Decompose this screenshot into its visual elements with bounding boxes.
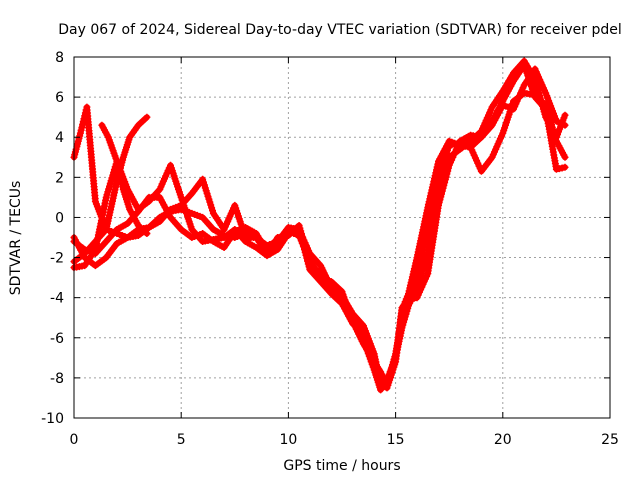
x-tick-label: 25 <box>601 432 619 448</box>
y-axis-label: SDTVAR / TECUs <box>8 181 24 296</box>
x-tick-label: 10 <box>279 432 297 448</box>
y-tick-label: 6 <box>55 90 64 106</box>
x-tick-label: 0 <box>70 432 79 448</box>
plus-markers <box>70 89 569 388</box>
y-tick-label: -6 <box>50 331 64 347</box>
y-tick-label: 0 <box>55 210 64 226</box>
y-tick-label: -2 <box>50 251 64 267</box>
series-trace-5 <box>70 61 569 390</box>
x-tick-label: 15 <box>387 432 405 448</box>
axis-ticks: 0 5 10 15 20 25 -10 -8 -6 -4 -2 0 2 4 6 8 <box>41 50 619 448</box>
y-tick-label: -4 <box>50 291 64 307</box>
plus-markers <box>98 121 151 237</box>
grid <box>74 57 610 418</box>
plot-frame <box>73 56 611 419</box>
y-tick-label: -8 <box>50 371 64 387</box>
y-tick-label: 2 <box>55 170 64 186</box>
x-tick-label: 5 <box>177 432 186 448</box>
series-trace-6 <box>98 121 151 237</box>
chart-title: Day 067 of 2024, Sidereal Day-to-day VTE… <box>58 22 622 38</box>
y-tick-label: -10 <box>41 411 64 427</box>
y-tick-label: 8 <box>55 50 64 66</box>
series-trace-3 <box>70 89 569 388</box>
series-band <box>71 90 568 387</box>
x-axis-label: GPS time / hours <box>283 458 400 474</box>
x-tick-label: 20 <box>494 432 512 448</box>
y-tick-label: 4 <box>55 130 64 146</box>
data-series <box>70 57 569 394</box>
